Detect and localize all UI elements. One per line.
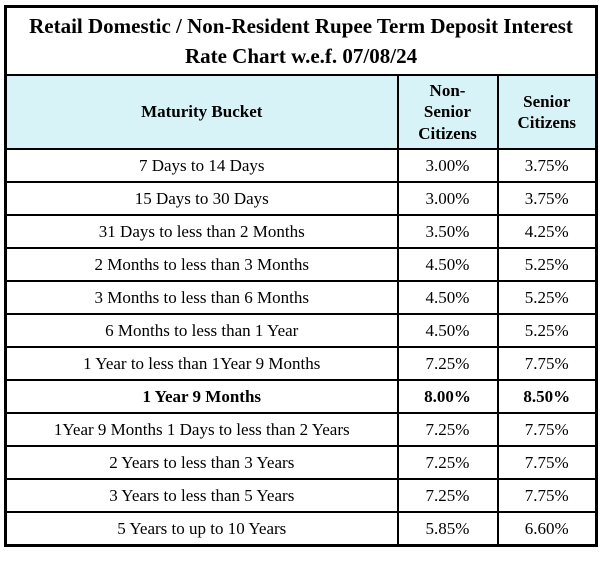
column-header-maturity-bucket: Maturity Bucket [4,74,399,150]
non-senior-rate-cell: 4.50% [396,313,499,348]
table-row: 1 Year to less than 1Year 9 Months 7.25% 7… [4,346,598,381]
maturity-bucket-cell: 1 Year 9 Months [4,379,399,414]
maturity-bucket-cell: 6 Months to less than 1 Year [4,313,399,348]
senior-rate-cell: 7.75% [496,445,598,480]
non-senior-rate-cell: 7.25% [396,412,499,447]
table-row: 15 Days to 30 Days 3.00% 3.75% [4,181,598,216]
table-row: 2 Months to less than 3 Months 4.50% 5.25% [4,247,598,282]
non-senior-rate-cell: 5.85% [396,511,499,547]
maturity-bucket-cell: 2 Months to less than 3 Months [4,247,399,282]
maturity-bucket-cell: 1Year 9 Months 1 Days to less than 2 Yea… [4,412,399,447]
non-senior-rate-cell: 3.00% [396,148,499,183]
column-header-senior-citizens: Senior Citizens [496,74,598,150]
non-senior-rate-cell: 4.50% [396,280,499,315]
non-senior-rate-cell: 4.50% [396,247,499,282]
senior-rate-cell: 7.75% [496,478,598,513]
maturity-bucket-cell: 31 Days to less than 2 Months [4,214,399,249]
non-senior-rate-cell: 7.25% [396,478,499,513]
table-row: 1 Year 9 Months 8.00% 8.50% [4,379,598,414]
table-row: 3 Months to less than 6 Months 4.50% 5.25% [4,280,598,315]
table-title: Retail Domestic / Non-Resident Rupee Ter… [4,5,598,76]
senior-rate-cell: 8.50% [496,379,598,414]
senior-rate-cell: 3.75% [496,148,598,183]
non-senior-rate-cell: 7.25% [396,445,499,480]
maturity-bucket-cell: 5 Years to up to 10 Years [4,511,399,547]
maturity-bucket-cell: 7 Days to 14 Days [4,148,399,183]
table-row: 1Year 9 Months 1 Days to less than 2 Yea… [4,412,598,447]
rate-table-body: 7 Days to 14 Days 3.00% 3.75% 15 Days to 30… [4,148,598,547]
senior-rate-cell: 6.60% [496,511,598,547]
senior-rate-cell: 7.75% [496,346,598,381]
senior-rate-cell: 4.25% [496,214,598,249]
non-senior-rate-cell: 7.25% [396,346,499,381]
table-row: 5 Years to up to 10 Years 5.85% 6.60% [4,511,598,547]
table-row: 2 Years to less than 3 Years 7.25% 7.75% [4,445,598,480]
column-header-non-senior-citizens: Non-Senior Citizens [396,74,499,150]
column-header-row: Maturity Bucket Non-Senior Citizens Seni… [4,74,598,150]
non-senior-rate-cell: 3.00% [396,181,499,216]
maturity-bucket-cell: 2 Years to less than 3 Years [4,445,399,480]
senior-rate-cell: 5.25% [496,313,598,348]
maturity-bucket-cell: 15 Days to 30 Days [4,181,399,216]
senior-rate-cell: 5.25% [496,247,598,282]
table-row: 7 Days to 14 Days 3.00% 3.75% [4,148,598,183]
maturity-bucket-cell: 1 Year to less than 1Year 9 Months [4,346,399,381]
maturity-bucket-cell: 3 Years to less than 5 Years [4,478,399,513]
title-row: Retail Domestic / Non-Resident Rupee Ter… [4,5,598,76]
non-senior-rate-cell: 8.00% [396,379,499,414]
table-row: 6 Months to less than 1 Year 4.50% 5.25% [4,313,598,348]
table-row: 3 Years to less than 5 Years 7.25% 7.75% [4,478,598,513]
deposit-rate-table: Retail Domestic / Non-Resident Rupee Ter… [4,5,599,547]
maturity-bucket-cell: 3 Months to less than 6 Months [4,280,399,315]
senior-rate-cell: 3.75% [496,181,598,216]
senior-rate-cell: 7.75% [496,412,598,447]
senior-rate-cell: 5.25% [496,280,598,315]
table-row: 31 Days to less than 2 Months 3.50% 4.25% [4,214,598,249]
non-senior-rate-cell: 3.50% [396,214,499,249]
